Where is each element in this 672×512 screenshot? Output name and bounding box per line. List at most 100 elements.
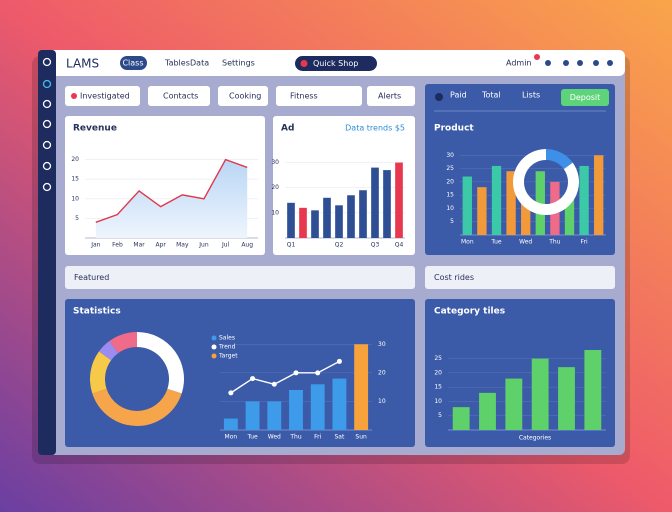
x-tick-label: Jan [90,242,100,249]
search[interactable] [295,56,377,71]
chart-title: Ad [281,124,294,134]
x-tick-label: Q3 [371,242,380,249]
chart-title: Product [434,124,474,134]
bar [310,384,325,430]
y-tick-label: 30 [378,341,386,348]
user[interactable]: Admin [506,59,532,68]
panel-icon [435,93,443,101]
filter[interactable] [367,86,415,106]
bar-label[interactable]: Cost rides [434,273,474,282]
filter-label[interactable]: Cooking [229,92,261,101]
bar[interactable] [425,266,615,289]
y-tick-label: 20 [434,369,442,376]
filter-icon [71,93,77,99]
top-icons[interactable] [545,60,613,66]
point [250,376,256,382]
badge [534,54,540,60]
legend-swatch [211,344,217,350]
point [271,381,277,387]
chart-title: Statistics [73,307,121,317]
donut-segment [92,388,182,426]
y-tick-label: 20 [71,156,79,163]
bar [506,171,516,235]
x-tick-label: Jun [198,242,209,249]
bar [395,162,403,238]
filter-label[interactable]: Investigated [80,92,130,101]
filter-label[interactable]: Contacts [163,92,198,101]
y-tick-label: 30 [271,159,279,166]
search-text[interactable]: Quick Shop [313,59,358,68]
donut-segment [98,340,119,361]
bar [383,170,391,238]
y-tick-label: 15 [71,176,79,183]
donut-segment [109,331,137,354]
donut-segment [546,149,573,170]
x-tick-label: Sat [335,434,345,441]
chart-title: Category tiles [434,307,505,317]
bar [531,358,549,430]
x-tick-label: Aug [241,242,253,249]
filter-label[interactable]: Alerts [378,92,401,101]
bar-label[interactable]: Featured [74,273,109,282]
summary-label: Total [481,91,501,100]
filter[interactable] [276,86,362,106]
y-tick-label: 20 [378,369,386,376]
bar [323,197,331,238]
nav-tab[interactable]: Tables [164,59,190,68]
legend-swatch [211,335,217,341]
bar[interactable] [65,266,415,289]
nav-tab-active[interactable] [120,56,147,70]
x-tick-label: Thu [289,434,301,441]
line [95,158,248,223]
y-tick-label: 10 [446,205,454,212]
legend-swatch [211,353,217,359]
filter-label[interactable]: Fitness [290,92,318,101]
x-tick-label: Q2 [335,242,344,249]
bar [477,187,487,235]
bar [287,202,295,238]
x-tick-label: Fri [581,239,588,246]
sidebar [38,50,56,455]
bar [594,155,604,235]
y-tick-label: 10 [271,209,279,216]
x-tick-label: Feb [112,242,123,249]
filter[interactable] [148,86,210,106]
legend-label: Target [218,353,238,360]
bar [579,165,589,235]
x-tick-label: Mon [461,239,474,246]
bar [245,401,260,430]
bar [267,401,282,430]
bar [347,195,355,238]
sidebar-icons[interactable] [42,57,52,192]
filter[interactable] [218,86,268,106]
bar [335,205,343,238]
x-axis-label: Categories [519,435,551,442]
bar [354,344,369,430]
bar [223,418,238,430]
nav-tab[interactable]: Settings [222,59,255,68]
nav-tab[interactable]: Class [122,59,143,68]
x-tick-label: May [176,242,189,249]
bar [564,197,575,235]
x-tick-label: Apr [155,242,166,249]
bar [371,167,379,238]
point [315,370,321,376]
y-tick-label: 20 [446,178,454,185]
button-label[interactable]: Deposit [570,93,601,102]
donut-segment [90,351,112,394]
bar [452,407,470,430]
point [336,358,342,364]
y-tick-label: 10 [434,398,442,405]
nav-tab[interactable]: Data [190,59,209,68]
x-tick-label: Tue [246,434,258,441]
button[interactable] [561,89,609,106]
y-tick-label: 10 [378,398,386,405]
bar [535,171,545,235]
y-tick-label: 20 [271,184,279,191]
x-tick-label: Jul [221,242,230,249]
filter[interactable] [65,86,140,106]
chart-subtitle: Data trends $5 [345,124,405,133]
donut-segment [137,332,185,394]
y-tick-label: 30 [446,152,454,159]
